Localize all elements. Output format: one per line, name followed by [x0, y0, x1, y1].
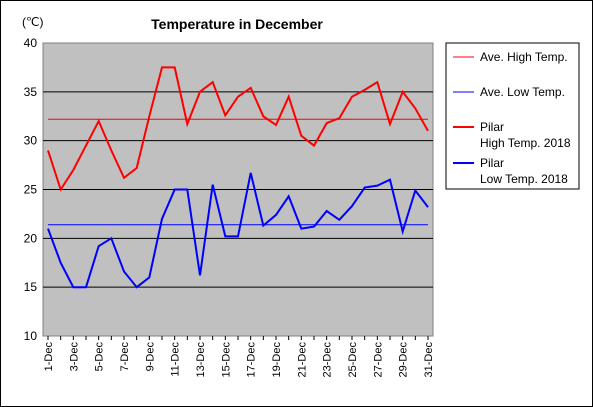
chart-title: Temperature in December — [151, 16, 323, 32]
x-axis-ticks: 1-Dec 3-Dec 5-Dec 7-Dec 9-Dec 11-Dec 13-Dec 15-… — [43, 336, 435, 377]
y-tick-label: 25 — [24, 183, 38, 197]
series-line — [47, 172, 429, 289]
y-unit-label: (℃) — [22, 15, 43, 29]
y-tick-label: 35 — [24, 85, 38, 99]
y-axis-ticks: 10 15 20 25 30 35 40 — [24, 36, 38, 343]
y-tick-label: 30 — [24, 134, 38, 148]
legend — [445, 42, 580, 190]
x-tick-label: 23-Dec — [322, 342, 334, 378]
y-tick-label: 20 — [24, 231, 38, 245]
x-tick-label: 25-Dec — [347, 342, 359, 378]
x-tick-label: 21-Dec — [296, 342, 308, 378]
x-tick-label: 7-Dec — [119, 342, 131, 372]
x-tick-label: 11-Dec — [170, 342, 182, 377]
x-tick-label: 5-Dec — [94, 342, 106, 372]
x-tick-label: 19-Dec — [271, 342, 283, 378]
x-tick-label: 17-Dec — [246, 342, 258, 378]
y-tick-label: 15 — [24, 280, 38, 294]
x-tick-label: 15-Dec — [220, 342, 232, 378]
legend-label: Pilar High Temp. 2018 — [480, 120, 571, 150]
series-line — [47, 66, 429, 192]
legend-label: Pilar Low Temp. 2018 — [480, 156, 568, 186]
x-tick-label: 1-Dec — [43, 342, 55, 372]
x-tick-label: 13-Dec — [195, 342, 207, 378]
y-tick-label: 10 — [24, 329, 38, 343]
series-lines — [47, 66, 429, 289]
legend-label: Ave. High Temp. — [480, 50, 568, 64]
legend-items: Ave. High Temp. Ave. Low Temp. Pilar High T… — [453, 50, 571, 186]
x-tick-label: 3-Dec — [68, 342, 80, 372]
x-tick-label: 9-Dec — [144, 342, 156, 372]
legend-label: Ave. Low Temp. — [480, 85, 565, 99]
x-tick-label: 29-Dec — [398, 342, 410, 378]
x-tick-label: 27-Dec — [372, 342, 384, 378]
x-tick-label: 31-Dec — [423, 342, 435, 378]
y-tick-label: 40 — [24, 36, 38, 50]
